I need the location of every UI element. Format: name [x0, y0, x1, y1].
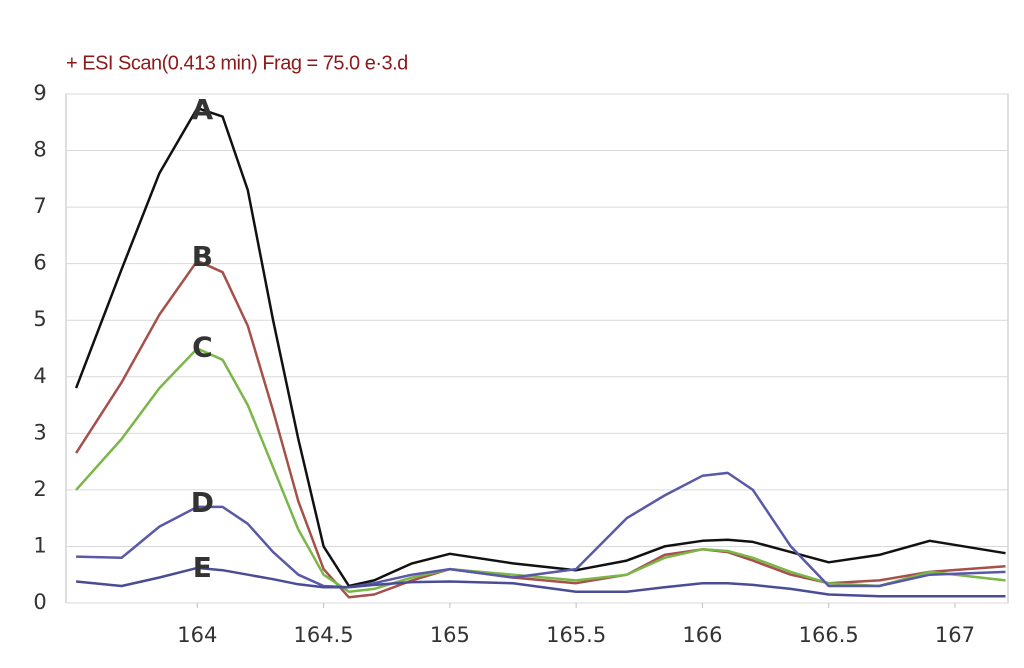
- chart-title: + ESI Scan(0.413 min) Frag = 75.0 e·3.d: [66, 52, 408, 74]
- y-tick-label: 1: [33, 533, 46, 557]
- series-line: [75, 347, 1006, 593]
- annotation: D: [191, 486, 214, 519]
- series-line: [75, 566, 1006, 598]
- y-tick-label: 2: [33, 477, 46, 501]
- y-tick-label: 9: [33, 81, 46, 105]
- y-tick-label: 3: [33, 420, 46, 444]
- annotation: A: [192, 93, 214, 126]
- y-tick-label: 7: [33, 194, 46, 218]
- x-tick-label: 166.5: [799, 623, 859, 647]
- x-tick-label: 164: [177, 623, 217, 647]
- y-tick-label: 5: [33, 307, 46, 331]
- y-tick-label: 6: [33, 251, 46, 275]
- y-tick-label: 0: [33, 590, 46, 614]
- x-tick-label: 167: [935, 623, 975, 647]
- y-tick-label: 8: [33, 138, 46, 162]
- annotation: C: [192, 331, 213, 364]
- x-tick-label: 164.5: [294, 623, 354, 647]
- annotation: E: [193, 551, 212, 584]
- x-tick-label: 165: [430, 623, 470, 647]
- y-tick-label: 4: [33, 364, 46, 388]
- series-line: [74, 106, 1006, 588]
- x-tick-label: 165.5: [546, 623, 606, 647]
- series-line: [76, 471, 1006, 589]
- annotation: B: [192, 240, 213, 273]
- x-tick-label: 166: [682, 623, 722, 647]
